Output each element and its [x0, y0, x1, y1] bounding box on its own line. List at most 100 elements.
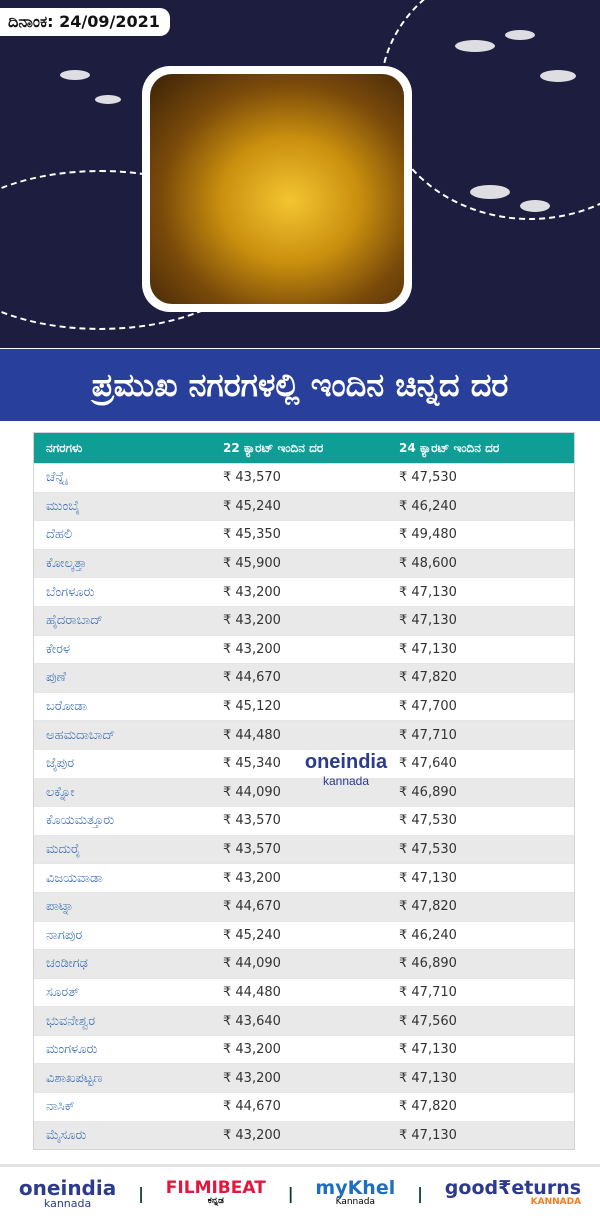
rate-24k: ₹ 46,890: [399, 784, 457, 800]
city-name: ನಾಗಪುರ: [46, 927, 83, 943]
decorative-dot: [505, 30, 535, 40]
rate-22k: ₹ 44,480: [223, 727, 281, 743]
rate-22k: ₹ 45,120: [223, 699, 281, 715]
city-name: ವಿಜಯವಾಡಾ: [46, 870, 103, 886]
rate-22k: ₹ 43,640: [223, 1013, 281, 1029]
table-row: ಮದುರೈ ₹ 43,570 ₹ 47,530: [34, 834, 574, 864]
table-row: ದೆಹಲಿ ₹ 45,350 ₹ 49,480: [34, 520, 574, 549]
city-name: ಮುಂಬೈ: [46, 498, 80, 514]
table-row: ಮುಂಬೈ ₹ 45,240 ₹ 46,240: [34, 491, 574, 521]
rate-24k: ₹ 46,240: [399, 927, 457, 943]
rate-22k: ₹ 44,670: [223, 899, 281, 915]
city-name: ಬೆಂಗಳೂರು: [46, 584, 95, 600]
city-name: ಕೇರಳ: [46, 641, 71, 657]
watermark-sub: kannada: [322, 774, 370, 788]
rate-22k: ₹ 45,240: [223, 498, 281, 514]
rate-22k: ₹ 43,200: [223, 613, 281, 629]
table-row: ಮಂಗಳೂರು ₹ 43,200 ₹ 47,130: [34, 1034, 574, 1064]
oneindia-watermark: oneindia kannada: [300, 752, 392, 787]
city-name: ಪಾಟ್ನಾ: [46, 899, 74, 915]
goodreturns-logo[interactable]: good₹eturns KANNADA: [444, 1177, 582, 1207]
city-name: ಅಹಮದಾಬಾದ್: [46, 727, 116, 743]
rate-24k: ₹ 47,820: [399, 1099, 457, 1115]
rate-24k: ₹ 47,530: [399, 842, 457, 858]
table-row: ಸೂರತ್ ₹ 44,480 ₹ 47,710: [34, 977, 574, 1007]
city-name: ಕೋಲ್ಕತ್ತಾ: [46, 556, 87, 572]
separator: |: [417, 1183, 423, 1203]
table-row: ನಾಸಿಕ್ ₹ 44,670 ₹ 47,820: [34, 1092, 574, 1121]
rate-24k: ₹ 47,820: [399, 670, 457, 686]
rate-24k: ₹ 47,130: [399, 1042, 457, 1058]
decorative-dot: [60, 70, 90, 80]
rate-24k: ₹ 47,130: [399, 870, 457, 886]
table-row: ಲಕ್ನೋ ₹ 44,090 ₹ 46,890: [34, 777, 574, 807]
rate-22k: ₹ 44,090: [223, 784, 281, 800]
table-row: ನಾಗಪುರ ₹ 45,240 ₹ 46,240: [34, 920, 574, 950]
city-name: ವಿಶಾಖಪಟ್ಟಣ: [46, 1070, 103, 1086]
rate-22k: ₹ 43,570: [223, 813, 281, 829]
rate-22k: ₹ 44,480: [223, 984, 281, 1000]
city-name: ಹೈದರಾಬಾದ್: [46, 613, 103, 629]
city-name: ಕೊಯಮತ್ತೂರು: [46, 813, 115, 829]
table-row: ಮೈಸೂರು ₹ 43,200 ₹ 47,130: [34, 1120, 574, 1150]
table-row: ಬೆಂಗಳೂರು ₹ 43,200 ₹ 47,130: [34, 577, 574, 606]
rate-22k: ₹ 45,350: [223, 527, 281, 543]
table-row: ಪುಣೆ ₹ 44,670 ₹ 47,820: [34, 663, 574, 692]
table-row: ಹೈದರಾಬಾದ್ ₹ 43,200 ₹ 47,130: [34, 605, 574, 635]
city-name: ಲಕ್ನೋ: [46, 784, 75, 800]
rate-24k: ₹ 46,240: [399, 498, 457, 514]
hero-section: ದಿನಾಂಕ: 24/09/2021: [0, 0, 600, 348]
city-name: ಜೈಪುರ: [46, 756, 75, 772]
mykhel-logo[interactable]: myKhel Kannada: [315, 1177, 396, 1207]
date-label: ದಿನಾಂಕ: 24/09/2021: [0, 8, 170, 36]
city-name: ಬರೋಡಾ: [46, 699, 88, 715]
table-row: ಕೇರಳ ₹ 43,200 ₹ 47,130: [34, 634, 574, 664]
rate-24k: ₹ 47,640: [399, 756, 457, 772]
rate-22k: ₹ 43,200: [223, 870, 281, 886]
city-name: ಮಂಗಳೂರು: [46, 1042, 98, 1058]
filmibeat-logo[interactable]: FILMIBEAT ಕನ್ನಡ: [165, 1178, 266, 1206]
table-row: ಚೆನ್ನೈ ₹ 43,570 ₹ 47,530: [34, 463, 574, 492]
table-row: ಕೊಯಮತ್ತೂರು ₹ 43,570 ₹ 47,530: [34, 806, 574, 835]
table-row: ಭುವನೇಶ್ವರ ₹ 43,640 ₹ 47,560: [34, 1006, 574, 1035]
city-name: ಭುವನೇಶ್ವರ: [46, 1013, 96, 1029]
rate-24k: ₹ 49,480: [399, 527, 457, 543]
rate-22k: ₹ 43,200: [223, 641, 281, 657]
decorative-dot: [455, 40, 495, 52]
table-row: ವಿಜಯವಾಡಾ ₹ 43,200 ₹ 47,130: [34, 863, 574, 892]
city-name: ಪುಣೆ: [46, 670, 67, 686]
rate-24k: ₹ 47,820: [399, 899, 457, 915]
rate-24k: ₹ 47,130: [399, 641, 457, 657]
footer-logos: oneindia kannada | FILMIBEAT ಕನ್ನಡ | myKhe…: [0, 1164, 600, 1219]
decorative-dot: [520, 200, 550, 212]
rate-24k: ₹ 47,700: [399, 699, 457, 715]
separator: |: [287, 1183, 294, 1203]
rate-22k: ₹ 45,240: [223, 927, 281, 943]
rate-24k: ₹ 47,130: [399, 1127, 457, 1143]
city-name: ಮೈಸೂರು: [46, 1127, 87, 1143]
table-row: ಜೈಪುರ ₹ 45,340 ₹ 47,640: [34, 748, 574, 778]
rate-24k: ₹ 47,130: [399, 613, 457, 629]
table-row: ಕೋಲ್ಕತ್ತಾ ₹ 45,900 ₹ 48,600: [34, 548, 574, 578]
rate-24k: ₹ 47,530: [399, 813, 457, 829]
rate-24k: ₹ 46,890: [399, 956, 457, 972]
table-row: ಅಹಮದಾಬಾದ್ ₹ 44,480 ₹ 47,710: [34, 720, 574, 749]
rate-22k: ₹ 43,200: [223, 1127, 281, 1143]
rate-22k: ₹ 43,200: [223, 1070, 281, 1086]
table-row: ವಿಶಾಖಪಟ್ಟಣ ₹ 43,200 ₹ 47,130: [34, 1063, 574, 1093]
table-row: ಬರೋಡಾ ₹ 45,120 ₹ 47,700: [34, 691, 574, 721]
rate-22k: ₹ 43,200: [223, 584, 281, 600]
rate-24k: ₹ 47,130: [399, 1070, 457, 1086]
city-name: ದೆಹಲಿ: [46, 527, 73, 543]
oneindia-logo[interactable]: oneindia kannada: [18, 1175, 117, 1210]
decorative-dot: [540, 70, 576, 82]
rate-22k: ₹ 43,570: [223, 842, 281, 858]
rate-22k: ₹ 43,570: [223, 470, 281, 486]
rate-22k: ₹ 45,340: [223, 756, 281, 772]
city-name: ಮದುರೈ: [46, 842, 81, 858]
rate-24k: ₹ 47,710: [399, 984, 457, 1000]
header-22k: 22 ಕ್ಯಾರಟ್ ಇಂದಿನ ದರ: [223, 440, 324, 455]
city-name: ಸೂರತ್: [46, 984, 80, 1000]
rate-24k: ₹ 47,710: [399, 727, 457, 743]
page-title: ಪ್ರಮುಖ ನಗರಗಳಲ್ಲಿ ಇಂದಿನ ಚಿನ್ನದ ದರ: [0, 349, 600, 421]
